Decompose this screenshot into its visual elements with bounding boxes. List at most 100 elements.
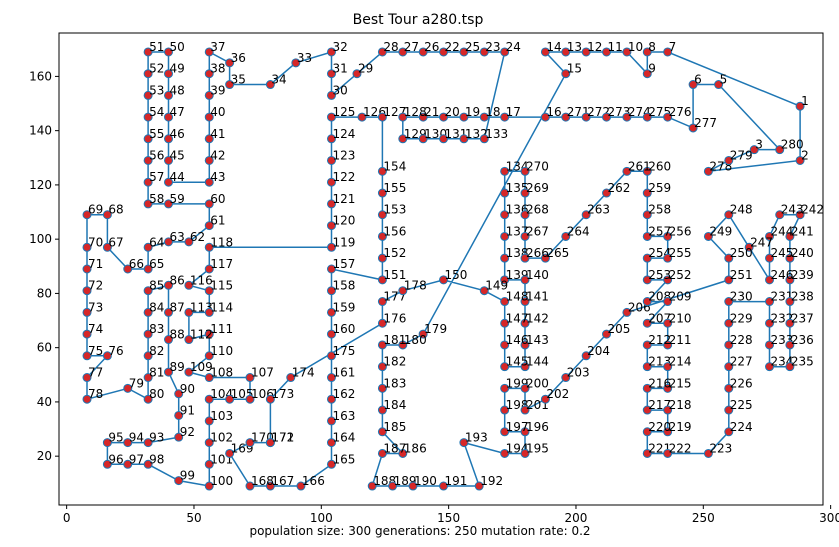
city-point-262 [602, 188, 612, 198]
city-point-79 [123, 383, 133, 393]
city-point-182 [377, 362, 387, 372]
city-point-117 [204, 264, 214, 274]
city-label-268: 268 [526, 203, 549, 217]
city-point-256 [663, 231, 673, 241]
city-point-208 [642, 297, 652, 307]
y-tick-label-20: 20 [37, 449, 52, 463]
city-point-151 [377, 275, 387, 285]
city-point-110 [204, 351, 214, 361]
city-label-16: 16 [546, 105, 561, 119]
city-label-173: 173 [271, 387, 294, 401]
city-label-97: 97 [129, 452, 144, 466]
city-label-38: 38 [210, 62, 225, 76]
city-label-9: 9 [648, 62, 656, 76]
city-point-5 [714, 80, 724, 90]
city-point-30 [326, 90, 336, 100]
city-point-152 [377, 253, 387, 263]
x-tick-label-150: 150 [437, 511, 460, 525]
city-point-66 [123, 264, 133, 274]
city-label-48: 48 [170, 83, 185, 97]
city-point-132 [459, 134, 469, 144]
city-point-187 [377, 448, 387, 458]
city-point-142 [520, 318, 530, 328]
city-label-73: 73 [88, 300, 103, 314]
city-label-120: 120 [332, 214, 355, 228]
city-label-92: 92 [180, 425, 195, 439]
city-point-12 [581, 47, 591, 57]
city-label-96: 96 [108, 452, 123, 466]
city-label-20: 20 [445, 105, 460, 119]
city-point-58 [143, 199, 153, 209]
city-point-206 [622, 307, 632, 317]
city-label-265: 265 [546, 246, 569, 260]
city-point-225 [724, 405, 734, 415]
city-label-11: 11 [608, 40, 623, 54]
city-point-252 [663, 275, 673, 285]
city-point-135 [500, 188, 510, 198]
city-label-22: 22 [445, 40, 460, 54]
city-point-170 [245, 438, 255, 448]
city-point-23 [479, 47, 489, 57]
city-label-61: 61 [210, 214, 225, 228]
city-point-134 [500, 166, 510, 176]
city-label-45: 45 [170, 148, 185, 162]
city-label-163: 163 [332, 409, 355, 423]
city-label-160: 160 [332, 322, 355, 336]
city-point-83 [143, 329, 153, 339]
city-point-53 [143, 90, 153, 100]
x-tick-label-300: 300 [819, 511, 839, 525]
city-label-41: 41 [210, 127, 225, 141]
city-point-185 [377, 427, 387, 437]
city-label-250: 250 [730, 246, 753, 260]
city-point-6 [688, 80, 698, 90]
city-point-162 [326, 394, 336, 404]
city-label-186: 186 [404, 441, 427, 455]
city-point-223 [703, 448, 713, 458]
city-label-155: 155 [383, 181, 406, 195]
city-label-200: 200 [526, 376, 549, 390]
city-point-160 [326, 329, 336, 339]
city-point-154 [377, 166, 387, 176]
city-point-173 [265, 394, 275, 404]
city-point-107 [245, 373, 255, 383]
city-point-269 [520, 188, 530, 198]
city-point-215 [663, 383, 673, 393]
city-point-277 [688, 123, 698, 133]
city-point-91 [174, 410, 184, 420]
city-point-62 [184, 237, 194, 247]
city-point-63 [164, 237, 174, 247]
city-point-51 [143, 47, 153, 57]
city-label-57: 57 [149, 170, 164, 184]
city-point-201 [520, 405, 530, 415]
city-point-26 [418, 47, 428, 57]
city-point-243 [775, 210, 785, 220]
city-point-40 [204, 112, 214, 122]
city-point-257 [642, 231, 652, 241]
city-label-81: 81 [149, 366, 164, 380]
city-label-125: 125 [332, 105, 355, 119]
city-point-156 [377, 231, 387, 241]
city-label-15: 15 [567, 62, 582, 76]
city-label-230: 230 [730, 290, 753, 304]
city-point-123 [326, 155, 336, 165]
city-label-63: 63 [170, 230, 185, 244]
y-tick-label-60: 60 [37, 341, 52, 355]
city-point-29 [352, 69, 362, 79]
city-point-102 [204, 438, 214, 448]
city-label-209: 209 [669, 290, 692, 304]
city-point-86 [164, 280, 174, 290]
city-label-24: 24 [506, 40, 521, 54]
city-point-174 [286, 373, 296, 383]
city-label-203: 203 [567, 366, 590, 380]
city-label-255: 255 [669, 246, 692, 260]
city-label-66: 66 [129, 257, 144, 271]
city-point-74 [82, 329, 92, 339]
city-label-165: 165 [332, 452, 355, 466]
city-label-205: 205 [608, 322, 631, 336]
city-point-143 [520, 340, 530, 350]
city-point-232 [765, 318, 775, 328]
city-point-233 [765, 340, 775, 350]
city-point-199 [500, 383, 510, 393]
city-point-106 [245, 394, 255, 404]
city-point-195 [520, 448, 530, 458]
